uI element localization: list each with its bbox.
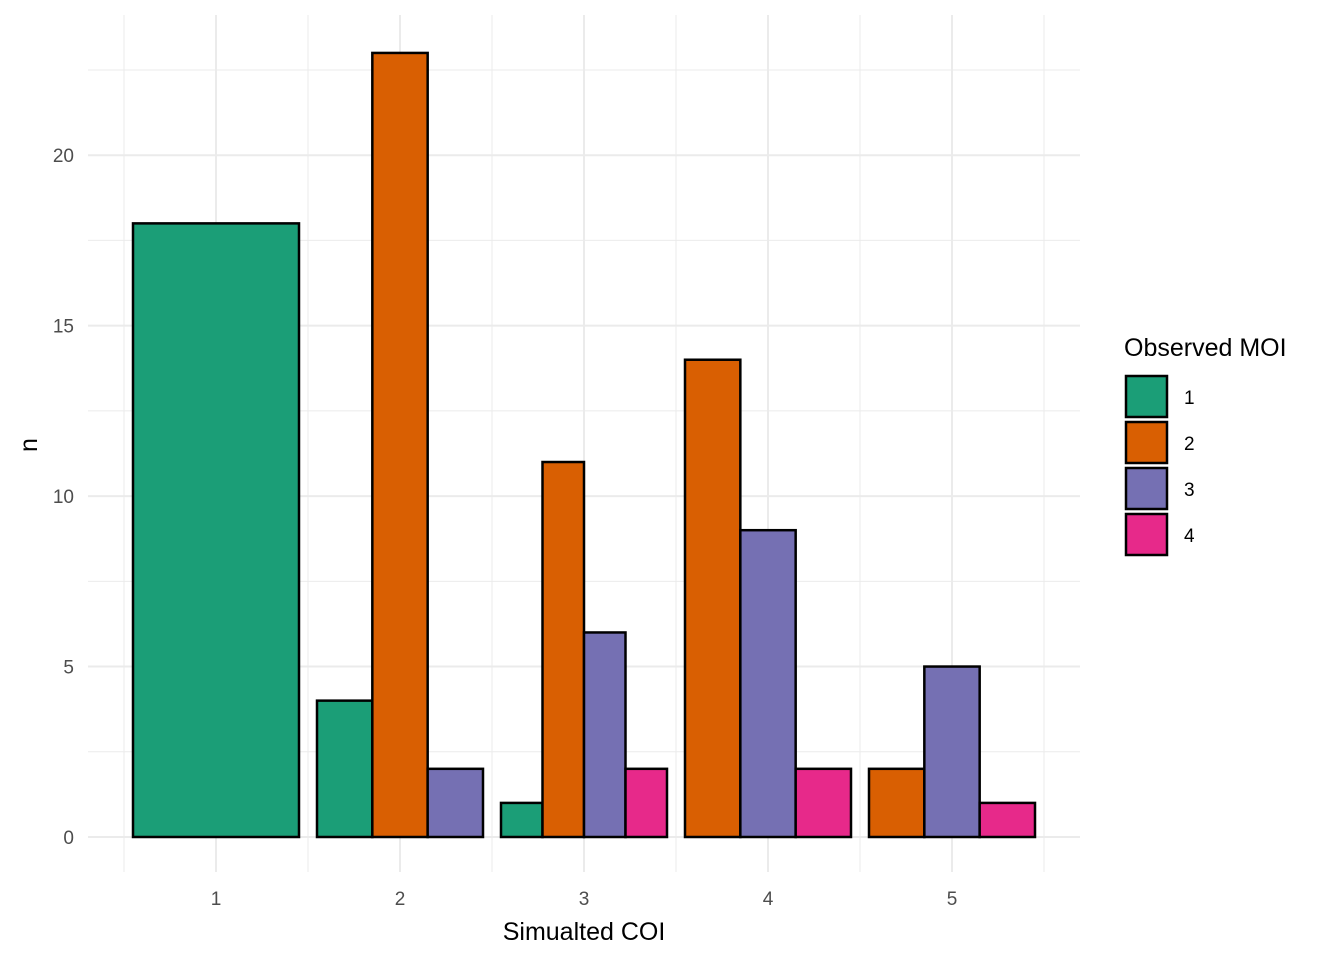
bar-coi-2-moi-2 (371, 51, 429, 839)
bar-coi-4-moi-2 (683, 358, 742, 839)
x-tick-label: 2 (395, 889, 406, 910)
x-tick-label: 1 (211, 889, 222, 910)
y-tick-label: 10 (53, 487, 74, 508)
bar-coi-4-moi-4 (794, 767, 853, 839)
bar-coi-3-moi-1 (499, 801, 544, 839)
y-axis-ticks: 0 5 10 15 20 (53, 146, 74, 849)
legend-swatch-3 (1124, 466, 1169, 511)
bar-coi-3-moi-4 (624, 767, 669, 839)
y-tick-label: 20 (53, 146, 74, 167)
y-tick-label: 5 (63, 658, 74, 679)
legend-label-2: 2 (1184, 434, 1195, 455)
x-axis-title: Simualted COI (503, 918, 666, 946)
x-axis-ticks: 1 2 3 4 5 (211, 889, 958, 910)
x-tick-label: 4 (763, 889, 774, 910)
bars (131, 51, 1037, 839)
y-tick-label: 0 (63, 828, 74, 849)
bar-coi-3-moi-3 (582, 631, 627, 839)
legend: Observed MOI 1 2 3 4 (1124, 334, 1287, 557)
bar-coi-4-moi-3 (739, 528, 797, 839)
x-tick-label: 3 (579, 889, 590, 910)
legend-swatch-2 (1124, 420, 1169, 465)
bar-coi-3-moi-2 (541, 460, 586, 839)
legend-label-3: 3 (1184, 480, 1195, 501)
x-tick-label: 5 (947, 889, 958, 910)
bar-coi-5-moi-3 (923, 665, 981, 839)
y-axis-title: n (15, 438, 43, 452)
legend-label-1: 1 (1184, 388, 1195, 409)
legend-label-4: 4 (1184, 526, 1195, 547)
bar-coi-1-moi-1 (131, 222, 301, 839)
legend-swatch-4 (1124, 512, 1169, 557)
bar-coi-2-moi-1 (315, 699, 374, 839)
bar-coi-2-moi-3 (426, 767, 485, 839)
y-tick-label: 15 (53, 317, 74, 338)
legend-swatch-1 (1124, 374, 1169, 419)
bar-coi-5-moi-4 (978, 801, 1037, 839)
bar-coi-5-moi-2 (867, 767, 926, 839)
legend-title: Observed MOI (1124, 334, 1287, 362)
